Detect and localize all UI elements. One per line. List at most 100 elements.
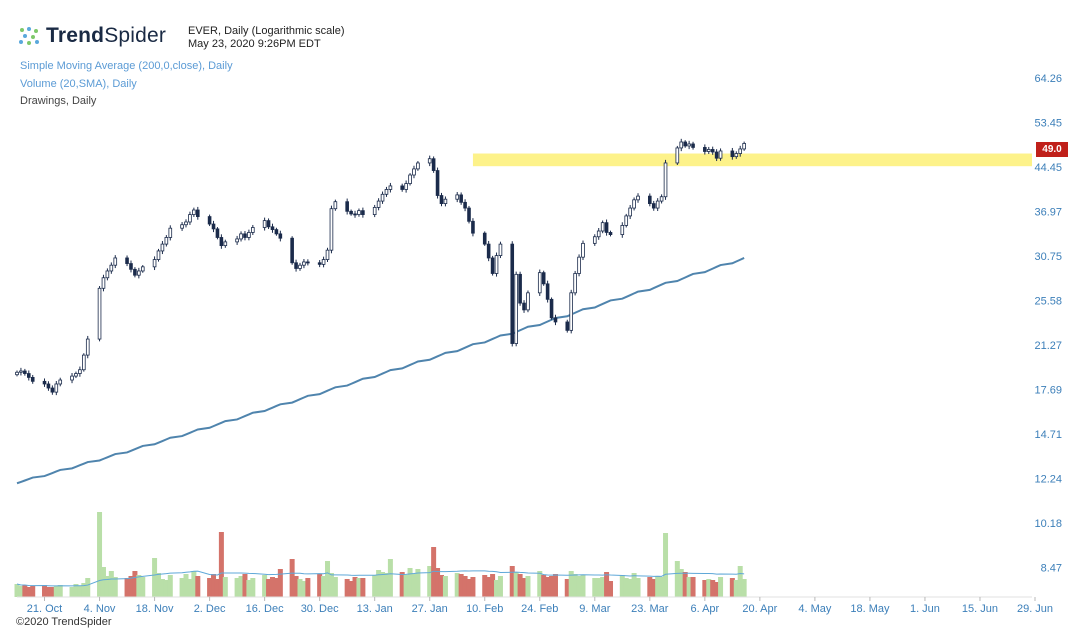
volume-bar [647, 577, 653, 597]
volume-bar [360, 578, 366, 597]
volume-bar [678, 569, 684, 597]
candle-body [718, 150, 723, 159]
volume-bar [49, 587, 55, 597]
volume-bar [140, 577, 146, 597]
volume-bar [238, 576, 244, 597]
candle-body [290, 237, 294, 264]
y-tick-label: 10.18 [1034, 518, 1062, 530]
y-tick-label: 64.26 [1034, 73, 1062, 85]
volume-bar [214, 579, 220, 597]
candle-body [215, 228, 220, 238]
volume-bar [269, 577, 275, 597]
volume-bar [733, 580, 739, 597]
time-axis: 21. Oct 4. Nov 18. Nov 2. Dec 16. Dec 30. Dec… [27, 597, 1053, 615]
volume-bar [545, 577, 551, 597]
brand-name: TrendSpider [46, 24, 167, 47]
candle-body [663, 162, 668, 198]
candle-body [262, 220, 267, 228]
candle-body [192, 209, 196, 215]
candle-body [675, 147, 680, 164]
candle-body [738, 148, 743, 154]
volume-bar [100, 567, 106, 597]
volume-bar [702, 580, 708, 597]
sma-200-line [16, 257, 745, 485]
volume-bar [155, 573, 161, 597]
candle-body [105, 270, 110, 279]
x-tick-label: 4. Nov [84, 603, 116, 615]
resistance-zone [472, 153, 1032, 167]
volume-bar [289, 559, 295, 597]
candle-body [302, 261, 306, 266]
candle-body [133, 268, 137, 276]
x-tick-label: 15. Jun [962, 603, 998, 615]
candle-body [624, 215, 629, 226]
candle-body [734, 153, 739, 158]
volume-bar [293, 576, 299, 597]
volume-bar [124, 578, 130, 597]
candle-body [384, 189, 389, 195]
indicator-drawings[interactable]: Drawings, Daily [20, 95, 97, 107]
volume-bar [273, 578, 279, 597]
volume-bar [564, 579, 570, 597]
chart-meta: EVER, Daily (Logarithmic scale) May 23, … [188, 25, 345, 51]
candle-body [376, 200, 381, 208]
y-tick-label: 8.47 [1041, 562, 1062, 574]
volume-bar [454, 573, 460, 597]
volume-bar [104, 576, 110, 597]
candle-body [467, 207, 471, 222]
candle-body [46, 383, 51, 389]
x-tick-label: 9. Mar [579, 603, 611, 615]
candle-body [125, 257, 129, 264]
volume-bar [218, 532, 224, 597]
candle-body [596, 230, 601, 238]
volume-bar [14, 584, 20, 597]
candle-body [526, 292, 530, 311]
candle-body [600, 222, 605, 232]
volume-bar [167, 575, 173, 597]
candle-body [408, 174, 412, 184]
volume-bar [619, 575, 625, 597]
indicator-sma[interactable]: Simple Moving Average (200,0,close), Dai… [20, 60, 233, 72]
volume-bar [372, 575, 378, 597]
candle-body [620, 225, 625, 235]
candle-body [239, 233, 243, 240]
candle-body [553, 317, 558, 323]
volume-bar [380, 572, 386, 597]
volume-bar [509, 566, 515, 597]
volume-bar [152, 558, 158, 597]
volume-bar [655, 576, 661, 597]
candle-body [152, 259, 157, 268]
candle-body [372, 207, 377, 215]
candle-body [207, 216, 212, 225]
candle-body [427, 158, 432, 164]
candle-body [651, 203, 656, 209]
volume-bar [682, 572, 688, 597]
indicator-volume[interactable]: Volume (20,SMA), Daily [20, 77, 137, 90]
candle-body [211, 223, 216, 230]
candle-body [97, 287, 102, 340]
candle-body [404, 183, 408, 190]
candle-body [247, 232, 251, 238]
candle-body [357, 210, 361, 215]
volume-bar [631, 573, 637, 597]
volume-bar [81, 583, 87, 597]
volume-bar [207, 578, 213, 597]
volume-bar [195, 576, 201, 597]
candle-body [168, 227, 173, 238]
x-tick-label: 24. Feb [521, 603, 558, 615]
resistance-zone-rect [472, 153, 1032, 167]
volume-bar [659, 577, 665, 597]
candle-body [23, 370, 27, 374]
volume-bar [521, 578, 527, 597]
candle-body [317, 262, 322, 265]
volume-bar [183, 574, 189, 597]
candle-body [266, 220, 271, 228]
x-tick-label: 20. Apr [742, 603, 777, 615]
volume-bar [541, 575, 547, 597]
volume-bar [729, 578, 735, 597]
volume-bar [627, 579, 633, 597]
volume-bar [482, 575, 488, 597]
y-tick-label: 36.97 [1034, 207, 1062, 219]
candle-body [140, 266, 145, 272]
